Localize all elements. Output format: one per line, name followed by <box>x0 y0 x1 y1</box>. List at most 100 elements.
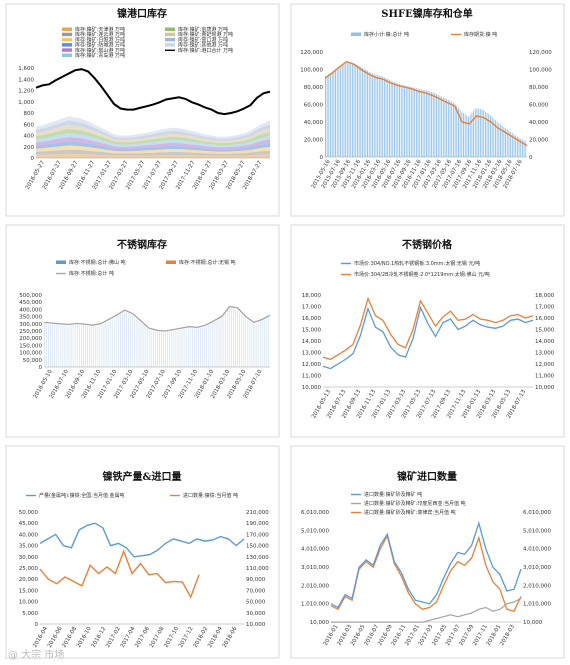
panel-nickel-ore-import: 镍矿进口数量 进口数量:镍矿砂及精矿 吨进口数量:镍矿砂及精矿:印度尼西亚:当月值… <box>285 442 570 663</box>
right-tick-label: 90,000 <box>246 577 266 583</box>
legend-entry: 库存:镍矿:其他港 万吨 <box>178 42 228 49</box>
bar-inventory <box>138 321 140 367</box>
legend-entry: 库存:镍矿:营口港 万吨 <box>178 36 228 43</box>
bar-inventory <box>247 320 249 367</box>
panel-border <box>5 445 280 659</box>
bar-inventory <box>249 322 251 367</box>
bar-inventory <box>471 112 473 157</box>
bar-inventory <box>367 70 368 157</box>
bar-inventory <box>422 89 424 157</box>
bar-inventory <box>375 74 377 157</box>
bar-inventory <box>85 325 86 367</box>
bar-inventory <box>358 65 360 157</box>
bar-inventory <box>516 136 518 157</box>
panel-border <box>5 224 280 438</box>
bar-inventory <box>191 328 193 367</box>
left-tick-label: 120,000 <box>300 50 323 56</box>
bar-inventory <box>489 115 491 157</box>
bar-inventory <box>515 135 517 157</box>
bar-inventory <box>150 330 152 367</box>
bar-inventory <box>80 325 82 367</box>
right-tick-label: 16,000 <box>535 316 555 322</box>
left-tick-label: 1,600 <box>18 66 34 72</box>
right-tick-label: 2,010,000 <box>523 583 551 589</box>
series-line-indonesia <box>331 597 522 623</box>
bar-inventory <box>91 326 93 367</box>
bar-inventory <box>214 320 216 367</box>
bar-inventory <box>520 138 522 157</box>
bar-inventory <box>253 323 255 367</box>
right-tick-label: 10,000 <box>246 622 266 628</box>
left-tick-label: 50,000 <box>19 510 39 516</box>
bar-inventory <box>261 319 263 367</box>
bar-inventory <box>107 321 109 367</box>
bar-inventory <box>476 108 478 157</box>
legend-entry: 库存:镍矿:岚山港 万吨 <box>75 47 125 54</box>
series-line-foshan <box>322 296 534 361</box>
bar-inventory <box>251 323 253 367</box>
bar-inventory <box>491 117 493 157</box>
bar-inventory <box>44 323 45 367</box>
bar-inventory <box>488 114 490 157</box>
legend-swatch <box>351 32 361 36</box>
bar-inventory <box>132 315 134 367</box>
bar-inventory <box>331 71 333 157</box>
series-line-wuxi <box>322 305 534 370</box>
legend-entry: 库存:镍矿:连云港 万吨 <box>75 31 125 38</box>
right-tick-label: 190,000 <box>246 521 269 527</box>
bar-inventory <box>216 319 218 367</box>
bar-inventory <box>54 324 56 367</box>
bar-inventory <box>420 89 422 157</box>
bar-inventory <box>210 323 212 367</box>
left-tick-label: 2,010,000 <box>301 583 329 589</box>
bar-inventory <box>402 84 404 157</box>
legend-swatch <box>62 27 72 31</box>
left-tick-label: 5,000 <box>22 611 38 617</box>
bar-inventory <box>243 317 245 367</box>
left-tick-label: 0 <box>39 365 43 371</box>
legend-entry: 市场价:304/NO.1热轧不锈钢板:3.0mm:太钢:无锡 元/吨 <box>354 260 480 267</box>
bar-inventory <box>370 72 372 157</box>
bar-inventory <box>130 314 132 367</box>
bar-inventory <box>478 108 480 157</box>
left-tick-label: 100,000 <box>19 351 42 357</box>
left-tick-label: 500,000 <box>19 293 42 299</box>
bar-inventory <box>377 75 379 157</box>
bar-inventory <box>395 83 397 157</box>
bar-inventory <box>356 65 358 157</box>
legend-entry: 库存:镍矿:天津港 万吨 <box>75 26 125 33</box>
bar-inventory <box>486 112 488 157</box>
left-tick-label: 200,000 <box>19 336 42 342</box>
series-line-import <box>39 549 200 599</box>
right-tick-label: 12,000 <box>535 362 555 368</box>
bar-inventory <box>78 325 80 367</box>
series-line-futures <box>324 60 528 147</box>
bar-inventory <box>496 122 498 157</box>
chart-title: SHFE镍库存和仓单 <box>381 7 472 20</box>
bar-inventory <box>171 331 173 367</box>
chart-title: 不锈钢库存 <box>117 238 167 251</box>
bar-inventory <box>105 322 107 367</box>
bar-inventory <box>115 316 117 367</box>
bar-inventory <box>399 84 400 157</box>
bar-inventory <box>267 316 269 367</box>
left-tick-label: 100,000 <box>300 68 323 74</box>
bar-inventory <box>325 76 326 157</box>
bar-inventory <box>503 126 505 157</box>
bar-inventory <box>431 91 432 157</box>
legend-swatch <box>165 27 175 31</box>
left-tick-label: 3,010,000 <box>301 565 329 571</box>
legend-swatch <box>62 32 72 37</box>
left-tick-label: 800 <box>24 111 35 117</box>
right-tick-label: 170,000 <box>246 532 269 538</box>
bar-inventory <box>177 329 179 367</box>
legend-swatch <box>62 53 72 57</box>
bar-inventory <box>198 328 199 367</box>
bar-inventory <box>412 87 414 157</box>
right-tick-label: 10,000 <box>523 620 543 626</box>
bar-inventory <box>456 105 458 157</box>
left-tick-label: 200 <box>24 145 35 151</box>
bar-inventory <box>432 92 434 157</box>
left-tick-label: 13,000 <box>302 351 322 357</box>
bar-inventory <box>58 325 60 367</box>
